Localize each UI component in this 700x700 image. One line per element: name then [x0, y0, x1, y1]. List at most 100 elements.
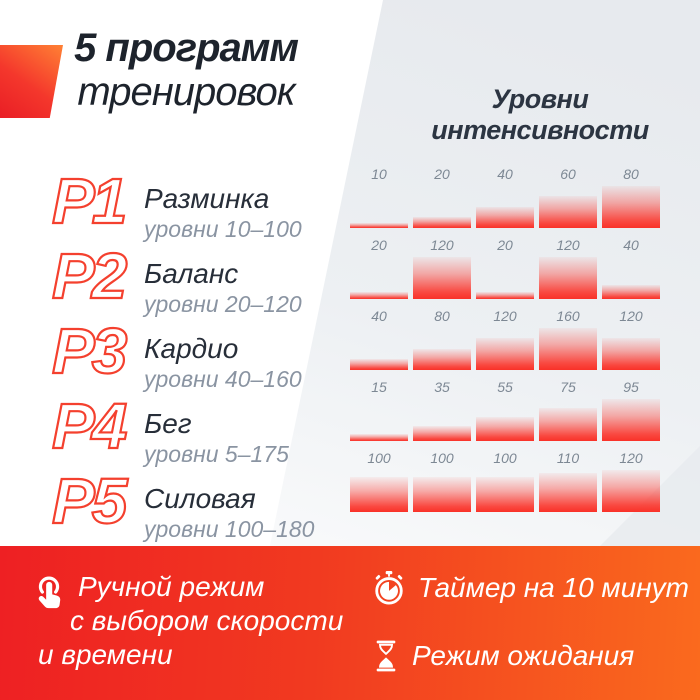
bar-value-label: 35: [434, 379, 450, 395]
feature-label: Режим ожидания: [412, 640, 635, 671]
program-levels: уровни 100–180: [144, 516, 315, 542]
bar-value-label: 20: [434, 166, 450, 182]
bar-value-label: 160: [556, 308, 580, 324]
bar-value-label: 110: [556, 450, 580, 466]
intensity-bar: [539, 257, 597, 299]
chart-column: 160: [539, 299, 597, 370]
program-code-badge: P4: [51, 390, 129, 462]
chart-column: 100: [476, 441, 534, 512]
intensity-bar: [539, 408, 597, 441]
chart-column: 75: [539, 370, 597, 441]
chart-column: 120: [413, 228, 471, 299]
program-code-badge: P5: [51, 465, 129, 537]
intensity-bar: [413, 477, 471, 512]
program-name: Силовая: [144, 483, 256, 514]
intensity-bar: [476, 292, 534, 299]
program-name: Кардио: [144, 333, 239, 364]
intensity-bar: [350, 292, 408, 299]
chart-row: 100 100 100 110 120: [350, 441, 660, 512]
chart-column: 120: [476, 299, 534, 370]
bar-value-label: 120: [493, 308, 517, 324]
chart-column: 95: [602, 370, 660, 441]
chart-column: 40: [602, 228, 660, 299]
bar-value-label: 120: [430, 237, 454, 253]
intensity-bar: [476, 417, 534, 441]
program-levels: уровни 40–160: [144, 366, 302, 392]
chart-column: 100: [350, 441, 408, 512]
program-levels: уровни 20–120: [144, 291, 302, 317]
feature-standby: Режим ожидания: [372, 638, 692, 674]
intensity-bar: [413, 217, 471, 228]
bar-value-label: 55: [497, 379, 513, 395]
program-levels: уровни 10–100: [144, 216, 302, 242]
bar-value-label: 120: [556, 237, 580, 253]
bar-value-label: 60: [560, 166, 576, 182]
chart-column: 40: [476, 157, 534, 228]
chart-column: 80: [413, 299, 471, 370]
intensity-bar: [350, 434, 408, 441]
features-band: Ручной режим с выбором скорости и времен…: [0, 546, 700, 700]
chart-title: Уровни интенсивности: [431, 84, 649, 145]
chart-row: 40 80 120 160 120: [350, 299, 660, 370]
feature-timer: Таймер на 10 минут: [372, 570, 692, 606]
title-line-1: 5 программ: [74, 26, 299, 70]
intensity-bar: [350, 477, 408, 512]
chart-column: 110: [539, 441, 597, 512]
intensity-bar: [413, 349, 471, 370]
program-name: Бег: [144, 408, 192, 439]
chart-column: 20: [476, 228, 534, 299]
bar-value-label: 100: [430, 450, 454, 466]
chart-column: 55: [476, 370, 534, 441]
chart-column: 35: [413, 370, 471, 441]
program-row: P2 Баланс уровни 20–120: [51, 240, 352, 318]
chart-column: 40: [350, 299, 408, 370]
chart-column: 15: [350, 370, 408, 441]
program-row: P1 Разминка уровни 10–100: [51, 165, 352, 243]
intensity-bar: [350, 359, 408, 370]
program-row: P4 Бег уровни 5–175: [51, 390, 352, 468]
chart-rows: 10 20 40 60 80 20 120 20 120 40 40 80 120 160 120 15 35 5…: [350, 157, 660, 512]
feature-manual-mode: Ручной режим с выбором скорости и времен…: [28, 570, 358, 672]
bar-value-label: 100: [367, 450, 391, 466]
program-code-badge: P2: [51, 240, 129, 312]
page-title: 5 программ тренировок: [52, 26, 320, 114]
chart-column: 20: [413, 157, 471, 228]
program-name: Разминка: [144, 183, 270, 214]
chart-column: 120: [602, 441, 660, 512]
bar-value-label: 10: [371, 166, 387, 182]
chart-column: 10: [350, 157, 408, 228]
program-row: P3 Кардио уровни 40–160: [51, 317, 352, 393]
intensity-bar: [413, 426, 471, 441]
bar-value-label: 75: [560, 379, 576, 395]
bar-value-label: 20: [497, 237, 513, 253]
intensity-bar: [539, 473, 597, 512]
chart-column: 20: [350, 228, 408, 299]
intensity-bar: [602, 285, 660, 299]
chart-column: 100: [413, 441, 471, 512]
program-row: P5 Силовая уровни 100–180: [51, 465, 352, 543]
chart-column: 80: [602, 157, 660, 228]
stopwatch-icon: [372, 570, 406, 606]
chart-column: 120: [539, 228, 597, 299]
tap-hand-icon: [30, 573, 68, 611]
program-name: Баланс: [144, 258, 239, 289]
bar-value-label: 80: [623, 166, 639, 182]
program-code-badge: P1: [51, 165, 129, 237]
intensity-bar: [602, 470, 660, 512]
bar-value-label: 80: [434, 308, 450, 324]
program-levels: уровни 5–175: [144, 441, 289, 467]
bar-value-label: 20: [371, 237, 387, 253]
chart-row: 15 35 55 75 95: [350, 370, 660, 441]
feature-line: и времени: [38, 639, 173, 670]
bar-value-label: 100: [493, 450, 517, 466]
bar-value-label: 95: [623, 379, 639, 395]
feature-label: Таймер на 10 минут: [418, 572, 689, 603]
bar-value-label: 40: [623, 237, 639, 253]
intensity-bar: [476, 338, 534, 370]
feature-line: с выбором скорости: [70, 605, 344, 636]
chart-column: 120: [602, 299, 660, 370]
intensity-bar: [539, 328, 597, 370]
intensity-bar: [602, 186, 660, 228]
intensity-bar: [476, 207, 534, 228]
